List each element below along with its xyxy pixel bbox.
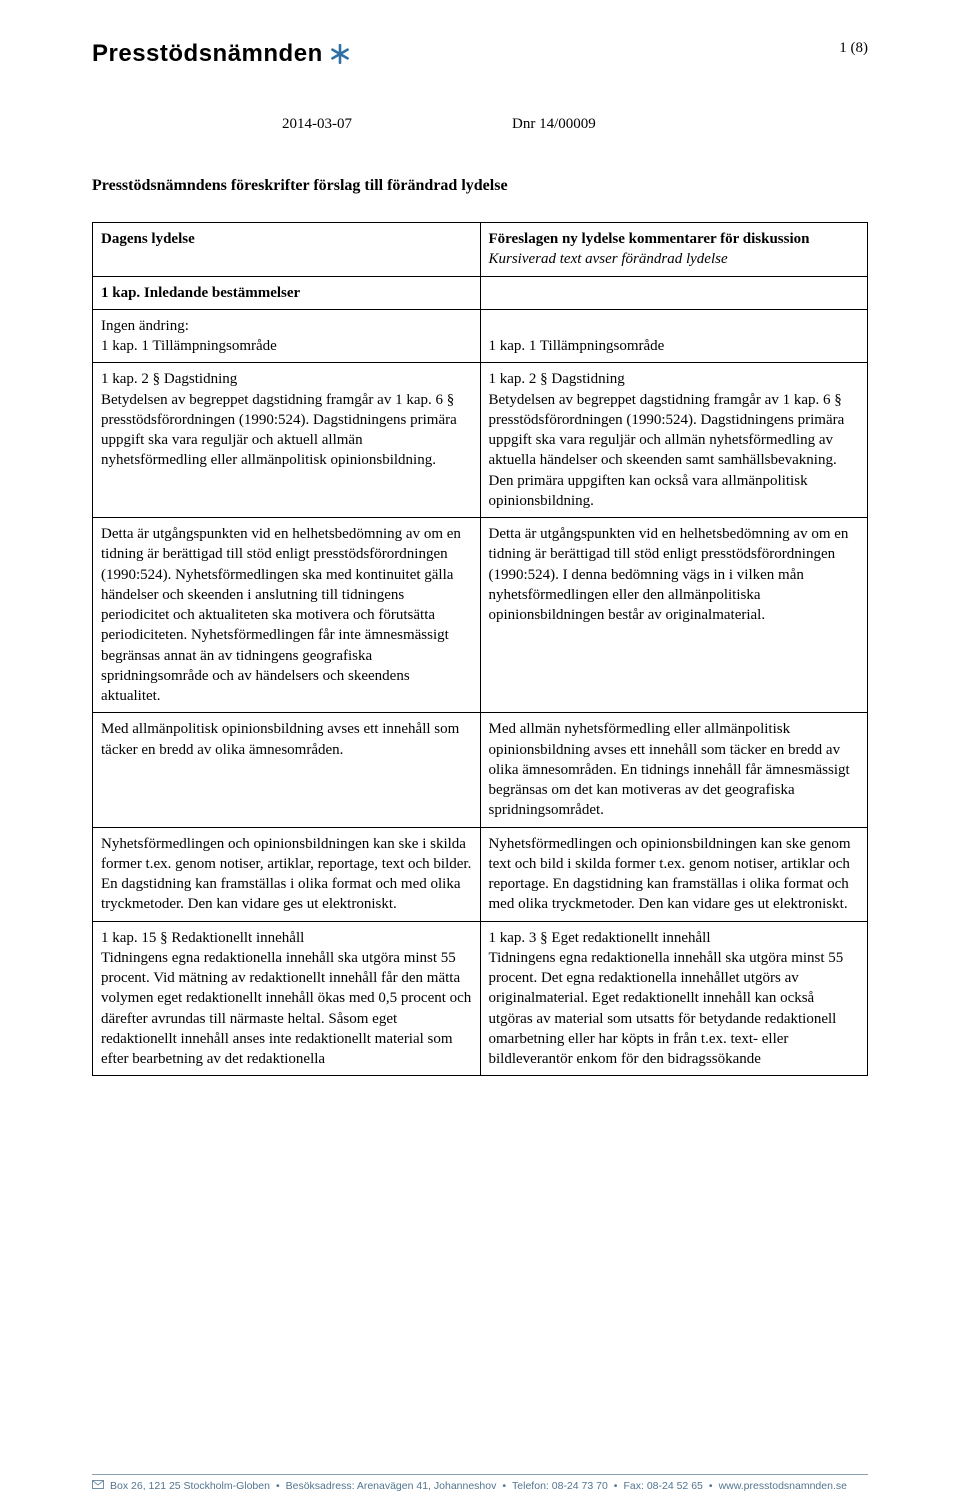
- logo: Presstödsnämnden: [92, 38, 868, 70]
- footer-sep-2: •: [502, 1479, 506, 1493]
- cell-inledande-right: [480, 276, 868, 309]
- cell-dagstidning-right: 1 kap. 2 § Dagstidning Betydelsen av beg…: [480, 363, 868, 518]
- cell-nyhets-left: Nyhetsförmedlingen och opinionsbildninge…: [93, 827, 481, 921]
- doc-date: 2014-03-07: [282, 114, 352, 134]
- asterisk-icon: [329, 43, 351, 65]
- cell-detta-left: Detta är utgångspunkten vid en helhetsbe…: [93, 518, 481, 713]
- inledande-heading: 1 kap. Inledande bestämmelser: [101, 285, 300, 301]
- ingen-l2: 1 kap. 1 Tillämpningsområde: [101, 336, 472, 356]
- comparison-table: Dagens lydelse Föreslagen ny lydelse kom…: [92, 222, 868, 1076]
- cell-nyhets-right: Nyhetsförmedlingen och opinionsbildninge…: [480, 827, 868, 921]
- doc-dnr: Dnr 14/00009: [512, 114, 596, 134]
- logo-text: Presstödsnämnden: [92, 38, 323, 70]
- redak-right-body: Tidningens egna redaktionella innehåll s…: [489, 948, 860, 1070]
- redak-right-h: 1 kap. 3 § Eget redaktionellt innehåll: [489, 928, 860, 948]
- redak-left-body: Tidningens egna redaktionella innehåll s…: [101, 948, 472, 1070]
- header-left-text: Dagens lydelse: [101, 231, 195, 247]
- page: 1 (8) Presstödsnämnden 2014-03-07 Dnr 14…: [0, 0, 960, 1076]
- dagstidning-right-h: 1 kap. 2 § Dagstidning: [489, 369, 860, 389]
- cell-detta-right: Detta är utgångspunkten vid en helhetsbe…: [480, 518, 868, 713]
- footer-envelope-icon: [92, 1479, 104, 1493]
- cell-ingen-right: 1 kap. 1 Tillämpningsområde: [480, 309, 868, 363]
- footer-sep-3: •: [614, 1479, 618, 1493]
- meta-row: 2014-03-07 Dnr 14/00009: [282, 114, 868, 134]
- dagstidning-left-h: 1 kap. 2 § Dagstidning: [101, 369, 472, 389]
- cell-redak-right: 1 kap. 3 § Eget redaktionellt innehåll T…: [480, 921, 868, 1076]
- header-right: Föreslagen ny lydelse kommentarer för di…: [480, 223, 868, 277]
- footer-fax: Fax: 08-24 52 65: [623, 1479, 702, 1493]
- redak-left-h: 1 kap. 15 § Redaktionellt innehåll: [101, 928, 472, 948]
- footer-sep-1: •: [276, 1479, 280, 1493]
- footer-besok: Besöksadress: Arenavägen 41, Johanneshov: [286, 1479, 497, 1493]
- cell-inledande-left: 1 kap. Inledande bestämmelser: [93, 276, 481, 309]
- dagstidning-left-body: Betydelsen av begreppet dagstidning fram…: [101, 390, 472, 471]
- cell-dagstidning-left: 1 kap. 2 § Dagstidning Betydelsen av beg…: [93, 363, 481, 518]
- cell-ingen-left: Ingen ändring: 1 kap. 1 Tillämpningsområ…: [93, 309, 481, 363]
- cell-redak-left: 1 kap. 15 § Redaktionellt innehåll Tidni…: [93, 921, 481, 1076]
- header-left: Dagens lydelse: [93, 223, 481, 277]
- header-right-line2: Kursiverad text avser förändrad lydelse: [489, 249, 860, 269]
- footer-line: Box 26, 121 25 Stockholm-Globen • Besöks…: [92, 1479, 868, 1493]
- cell-med-left: Med allmänpolitisk opinionsbildning avse…: [93, 713, 481, 827]
- cell-med-right: Med allmän nyhetsförmedling eller allmän…: [480, 713, 868, 827]
- header-right-line1: Föreslagen ny lydelse kommentarer för di…: [489, 229, 860, 249]
- dagstidning-right-body: Betydelsen av begreppet dagstidning fram…: [489, 390, 860, 512]
- doc-title: Presstödsnämndens föreskrifter förslag t…: [92, 175, 868, 197]
- page-number: 1 (8): [839, 38, 868, 58]
- ingen-l1: Ingen ändring:: [101, 316, 472, 336]
- footer-rule: [92, 1474, 868, 1475]
- footer-sep-4: •: [709, 1479, 713, 1493]
- footer: Box 26, 121 25 Stockholm-Globen • Besöks…: [0, 1474, 960, 1493]
- footer-tel: Telefon: 08-24 73 70: [512, 1479, 608, 1493]
- footer-addr: Box 26, 121 25 Stockholm-Globen: [110, 1479, 270, 1493]
- footer-web: www.presstodsnamnden.se: [719, 1479, 847, 1493]
